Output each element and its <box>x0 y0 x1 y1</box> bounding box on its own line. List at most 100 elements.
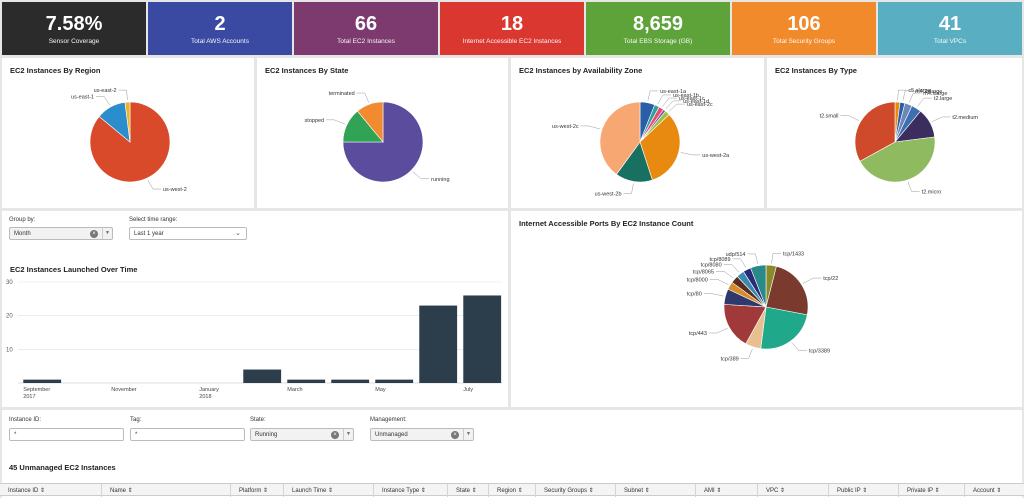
kpi-ec2-instances[interactable]: 66 Total EC2 Instances <box>294 2 438 55</box>
kpi-value: 18 <box>500 12 524 35</box>
pie-label: tcp/8065 <box>693 269 714 275</box>
chevron-down-icon[interactable]: ▼ <box>343 429 353 440</box>
x-tick-label: May <box>375 387 386 393</box>
instance-id-input[interactable]: * <box>9 428 124 441</box>
pie-slice-terminated[interactable] <box>357 101 384 143</box>
az-pie-chart: us-east-1aus-east-1bus-east-1cus-east-1d… <box>552 89 730 197</box>
clear-icon[interactable]: × <box>331 431 339 439</box>
leader-line <box>708 327 728 334</box>
leader-line <box>147 179 161 190</box>
kpi-label: Internet Accessible EC2 Instances <box>462 37 562 45</box>
pie-slice-us-west-2a[interactable] <box>639 114 681 181</box>
column-header-private-ip[interactable]: Private IP ⇕ <box>899 484 965 497</box>
bar-2018-04[interactable] <box>331 379 370 383</box>
kpi-label: Sensor Coverage <box>48 37 100 45</box>
management-select[interactable]: Unmanaged × ▼ <box>370 428 474 441</box>
bar-2017-09[interactable] <box>23 379 62 383</box>
column-header-instance-type[interactable]: Instance Type ⇕ <box>374 484 448 497</box>
pie-slice-us-west-2c[interactable] <box>599 101 641 175</box>
kpi-vpcs[interactable]: 41 Total VPCs <box>878 2 1022 55</box>
time-range-label: Select time range: <box>129 217 178 223</box>
column-header-security-groups[interactable]: Security Groups ⇕ <box>536 484 616 497</box>
column-label: Launch Time <box>292 488 327 494</box>
table-title: 45 Unmanaged EC2 Instances <box>9 463 116 472</box>
pie-slice-tcp-443[interactable] <box>723 304 767 345</box>
column-header-vpc[interactable]: VPC ⇕ <box>758 484 829 497</box>
leader-line <box>95 96 110 106</box>
pie-slice-udp-514[interactable] <box>750 264 767 308</box>
kpi-label: Total Security Groups <box>772 37 836 45</box>
column-header-public-ip[interactable]: Public IP ⇕ <box>829 484 899 497</box>
leader-line <box>326 119 346 125</box>
panel-state: EC2 Instances By State running stopped ter… <box>257 58 508 208</box>
kpi-security-groups[interactable]: 106 Total Security Groups <box>732 2 876 55</box>
column-label: State <box>456 488 471 494</box>
time-range-value: Last 1 year <box>134 231 164 237</box>
state-pie-chart: running stopped terminated <box>305 91 450 183</box>
kpi-value: 66 <box>354 12 378 35</box>
leader-line <box>356 92 370 103</box>
tag-input[interactable]: * <box>130 428 245 441</box>
y-tick-label: 20 <box>6 314 13 320</box>
sort-icon: ⇕ <box>127 488 133 494</box>
kpi-label: Total EC2 Instances <box>337 37 395 45</box>
table-header: Instance ID ⇕ Name ⇕ Platform ⇕ Launch T… <box>0 483 1024 497</box>
leader-line <box>908 92 922 103</box>
kpi-sensor-coverage[interactable]: 7.58% Sensor Coverage <box>2 2 146 55</box>
pie-label: tcp/443 <box>689 331 707 337</box>
chevron-down-icon[interactable]: ▼ <box>102 228 112 239</box>
kpi-aws-accounts[interactable]: 2 Total AWS Accounts <box>148 2 292 55</box>
pie-slice-tcp-3389[interactable] <box>760 306 808 350</box>
sort-icon: ⇕ <box>328 488 334 494</box>
column-label: AMI <box>704 488 715 494</box>
bar-2018-06[interactable] <box>419 305 458 383</box>
kpi-ebs-storage[interactable]: 8,659 Total EBS Storage (GB) <box>586 2 730 55</box>
pie-slice-us-east-2[interactable] <box>124 101 131 143</box>
bar-2018-03[interactable] <box>287 379 326 383</box>
pie-label: tcp/8080 <box>701 262 722 268</box>
column-header-instance-id[interactable]: Instance ID ⇕ <box>0 484 102 497</box>
leader-line <box>580 125 601 130</box>
panel-title: EC2 Instances Launched Over Time <box>10 265 138 274</box>
pie-label: tcp/22 <box>823 276 838 282</box>
sort-icon: ⇕ <box>644 488 650 494</box>
column-label: Subnet <box>624 488 644 494</box>
time-range-select[interactable]: Last 1 year ⌄ <box>129 227 247 240</box>
pie-label: c5.xlarge <box>908 88 930 94</box>
pie-slice-tcp-22[interactable] <box>765 265 809 316</box>
kpi-label: Total EBS Storage (GB) <box>623 37 693 45</box>
column-header-subnet[interactable]: Subnet ⇕ <box>616 484 696 497</box>
pie-label: us-east-1c <box>679 96 705 102</box>
kpi-row: 7.58% Sensor Coverage 2 Total AWS Accounts… <box>2 2 1022 55</box>
bar-2018-07[interactable] <box>463 295 502 383</box>
kpi-internet-accessible[interactable]: 18 Internet Accessible EC2 Instances <box>440 2 584 55</box>
clear-icon[interactable]: × <box>90 230 98 238</box>
column-header-name[interactable]: Name ⇕ <box>102 484 231 497</box>
column-header-region[interactable]: Region ⇕ <box>489 484 536 497</box>
state-select[interactable]: Running × ▼ <box>250 428 354 441</box>
pie-label: terminated <box>329 91 355 97</box>
column-header-account[interactable]: Account ⇕ <box>965 484 1024 497</box>
column-header-state[interactable]: State ⇕ <box>448 484 489 497</box>
bar-2018-05[interactable] <box>375 379 414 383</box>
column-header-platform[interactable]: Platform ⇕ <box>231 484 284 497</box>
chevron-down-icon[interactable]: ⌄ <box>235 230 241 237</box>
pie-label: udp/514 <box>726 252 746 258</box>
leader-line <box>723 264 740 273</box>
state-value: Running <box>255 432 278 438</box>
column-label: Instance Type <box>382 488 420 494</box>
pie-label: tcp/8000 <box>687 278 708 284</box>
chevron-down-icon[interactable]: ▼ <box>463 429 473 440</box>
pie-slice-t2-small[interactable] <box>854 101 896 162</box>
pie-label: tcp/1433 <box>783 251 804 257</box>
group-by-select[interactable]: Month × ▼ <box>9 227 113 240</box>
bar-2018-02[interactable] <box>243 369 282 383</box>
column-header-ami[interactable]: AMI ⇕ <box>696 484 758 497</box>
region-pie-chart: us-west-2 us-east-1us-east-2 <box>71 88 187 193</box>
column-header-launch-time[interactable]: Launch Time ⇕ <box>284 484 374 497</box>
sort-icon: ⇕ <box>517 488 523 494</box>
pie-slice-t2-micro[interactable] <box>859 136 936 183</box>
clear-icon[interactable]: × <box>451 431 459 439</box>
